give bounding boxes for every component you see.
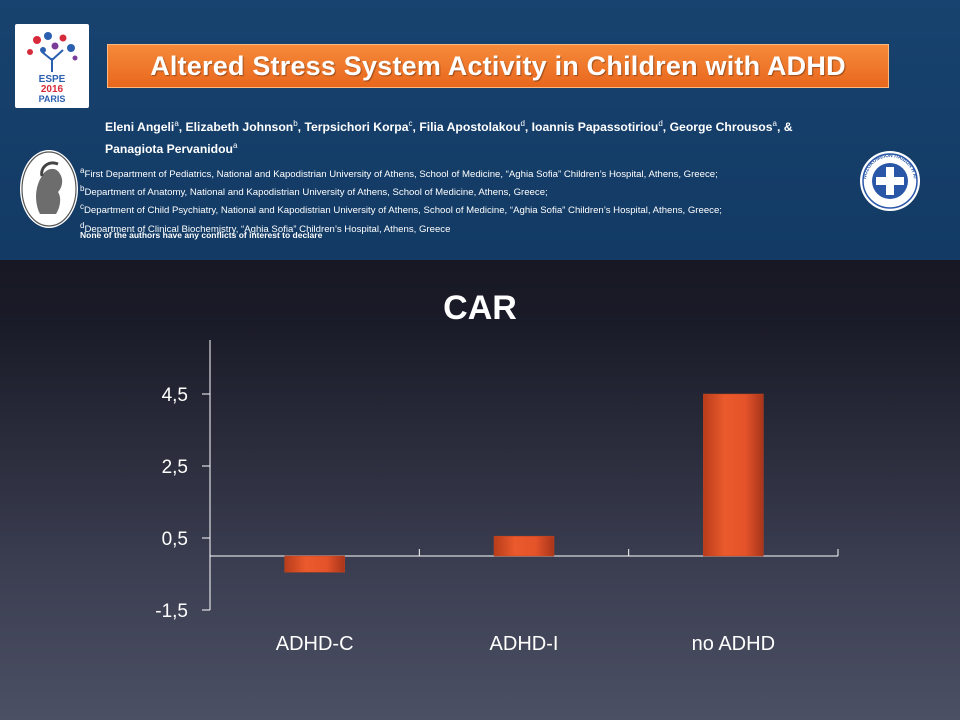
espe-2016-logo: ESPE 2016 PARIS xyxy=(15,24,89,108)
conflict-disclaimer: None of the authors have any conflicts o… xyxy=(80,230,323,240)
author-list: Eleni Angelia, Elizabeth Johnsonb, Terps… xyxy=(105,118,793,156)
bar-no-adhd xyxy=(703,393,764,557)
poster-title: Altered Stress System Activity in Childr… xyxy=(150,51,846,81)
author-affil-mark: d xyxy=(520,118,525,128)
y-tick-label: 4,5 xyxy=(162,385,188,406)
author-joiner: & xyxy=(783,120,793,134)
author-affil-mark: a xyxy=(233,140,238,150)
espe-logo-word: ESPE xyxy=(39,74,66,85)
affiliation-line: bDepartment of Anatomy, National and Kap… xyxy=(80,184,548,199)
author-affil-mark: d xyxy=(658,118,663,128)
espe-logo-city: PARIS xyxy=(39,94,66,104)
x-category-label: ADHD-I xyxy=(490,633,559,655)
x-category-label: no ADHD xyxy=(692,633,775,655)
espe-tree-icon: ESPE 2016 PARIS xyxy=(27,32,78,104)
bar-adhd-i xyxy=(493,535,555,557)
author-affil-mark: a xyxy=(772,118,777,128)
university-seal-left xyxy=(20,150,78,228)
author-name: George Chrousos xyxy=(669,120,773,134)
author-name: Terpsichori Korpa xyxy=(304,120,409,134)
hospital-seal-right: ΝΟΣΟΚΟΜΕΙΟΝ ΠΑΙΔΩΝ Η ΑΓΙΑ ΣΟΦΙΑ xyxy=(856,146,922,212)
chart-title: CAR xyxy=(443,289,517,327)
poster-header: ESPE 2016 PARIS Altered Stress System Ac… xyxy=(0,0,960,260)
author-name: Elizabeth Johnson xyxy=(185,120,294,134)
author-name: Filia Apostolakou xyxy=(419,120,521,134)
author-name: Eleni Angeli xyxy=(105,120,175,134)
author-name: Panagiota Pervanidou xyxy=(105,142,233,156)
x-category-label: ADHD-C xyxy=(276,633,354,655)
author-affil-mark: a xyxy=(174,118,179,128)
title-banner: Altered Stress System Activity in Childr… xyxy=(107,44,889,88)
y-tick-label: 2,5 xyxy=(162,457,188,478)
affiliation-list: aFirst Department of Pediatrics, Nationa… xyxy=(80,164,860,237)
espe-logo-year: 2016 xyxy=(41,84,64,95)
affiliation-line: dDepartment of Clinical Biochemistry, “A… xyxy=(80,220,451,235)
affiliation-line: aFirst Department of Pediatrics, Nationa… xyxy=(80,166,718,181)
y-tick-label: 0,5 xyxy=(162,529,188,550)
hospital-cross-icon: ΝΟΣΟΚΟΜΕΙΟΝ ΠΑΙΔΩΝ Η ΑΓΙΑ ΣΟΦΙΑ xyxy=(856,146,920,211)
bar-adhd-c xyxy=(284,555,345,573)
athena-head-icon xyxy=(21,151,77,227)
author-affil-mark: b xyxy=(293,118,298,128)
author-name: Ioannis Papassotiriou xyxy=(531,120,659,134)
author-affil-mark: c xyxy=(408,118,413,128)
y-tick-label: -1,5 xyxy=(155,601,188,622)
affiliation-line: cDepartment of Child Psychiatry, Nationa… xyxy=(80,202,722,217)
